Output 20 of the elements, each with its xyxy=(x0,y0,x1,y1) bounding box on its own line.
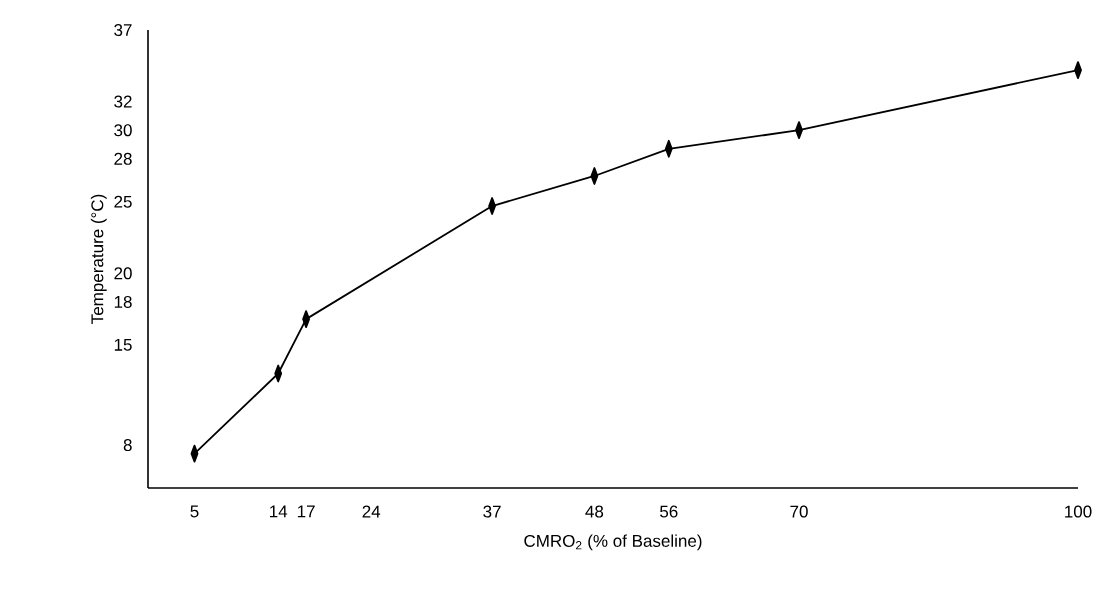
y-tick-label: 32 xyxy=(114,95,132,108)
x-axis-title: CMRO$_{2}$ (% of Baseline) xyxy=(524,534,702,551)
x-tick-label: 48 xyxy=(585,505,604,518)
x-tick-label: 17 xyxy=(297,505,315,518)
y-tick-label: 18 xyxy=(114,295,132,308)
y-tick-label: 8 xyxy=(123,439,132,452)
x-tick-label: 70 xyxy=(790,505,808,518)
y-tick-label: 30 xyxy=(114,124,132,137)
y-tick-label: 28 xyxy=(114,152,132,165)
y-tick-label: 20 xyxy=(114,267,132,280)
x-tick-label: 24 xyxy=(362,505,381,518)
y-tick-label: 15 xyxy=(114,338,132,351)
y-axis-title: Temperature (°C) xyxy=(90,194,107,324)
x-tick-label: 100 xyxy=(1065,505,1092,518)
y-tick-label: 37 xyxy=(114,23,132,37)
y-tick-label: 25 xyxy=(114,195,132,208)
x-tick-label: 56 xyxy=(660,505,678,518)
x-tick-label: 37 xyxy=(483,505,501,518)
x-tick-label: 5 xyxy=(190,505,199,518)
x-tick-label: 14 xyxy=(270,505,288,518)
